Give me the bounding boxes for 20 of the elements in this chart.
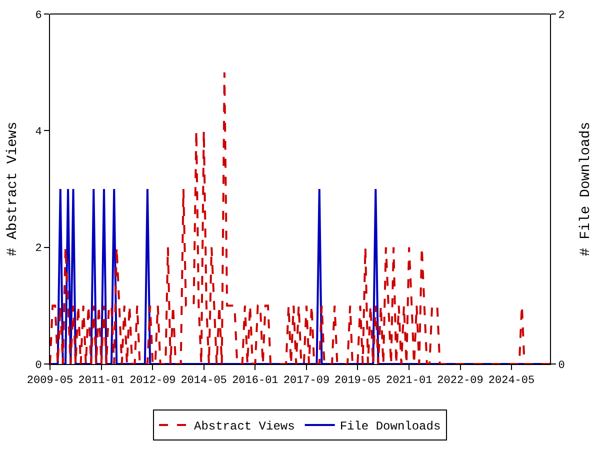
x-tick-label: 2024-05 <box>488 375 535 388</box>
y2-tick-label: 0 <box>558 360 565 372</box>
y-tick-label: 0 <box>35 360 42 372</box>
legend-label: Abstract Views <box>194 420 295 434</box>
x-tick-label: 2011-01 <box>78 375 125 388</box>
x-tick-label: 2009-05 <box>26 375 74 388</box>
y-tick-label: 6 <box>35 10 42 22</box>
x-tick-label: 2019-05 <box>334 375 381 388</box>
y-tick-label: 4 <box>35 126 42 139</box>
y2-tick-label: 2 <box>558 10 565 22</box>
legend-label: File Downloads <box>340 420 441 434</box>
x-tick-label: 2012-09 <box>130 375 176 388</box>
x-tick-label: 2022-09 <box>437 375 484 388</box>
x-tick-label: 2014-05 <box>180 375 227 388</box>
x-tick-label: 2016-01 <box>232 375 279 388</box>
y2-axis-title: # File Downloads <box>578 122 594 256</box>
y-tick-label: 2 <box>35 243 42 256</box>
x-tick-label: 2017-09 <box>283 375 330 388</box>
x-tick-label: 2021-01 <box>386 375 433 388</box>
y-axis-title: # Abstract Views <box>4 122 21 256</box>
